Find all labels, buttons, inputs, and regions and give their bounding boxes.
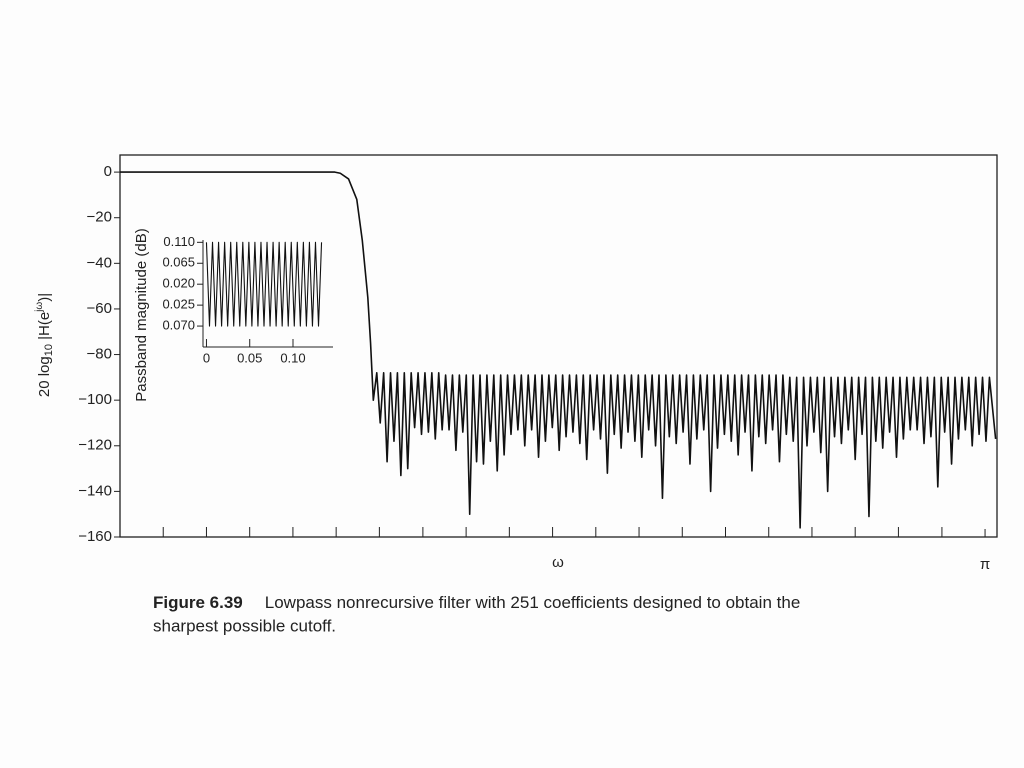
plot-frame bbox=[119, 154, 998, 538]
x-tick-label: 0.10 bbox=[280, 350, 305, 365]
y-tick-label: −100 bbox=[78, 391, 112, 408]
y-tick-label: −160 bbox=[78, 528, 112, 545]
y-tick-label: 0.070 bbox=[162, 318, 195, 333]
caption-text: Lowpass nonrecursive filter with 251 coe… bbox=[265, 593, 801, 612]
ylabel-sub: 10 bbox=[43, 344, 55, 356]
y-tick-label: −140 bbox=[78, 482, 112, 499]
ylabel-sup: jω bbox=[34, 302, 45, 313]
caption-line: Figure 6.39 Lowpass nonrecursive filter w… bbox=[153, 593, 800, 612]
x-tick-label: 0 bbox=[203, 350, 210, 365]
y-tick-label: 0.065 bbox=[162, 255, 195, 270]
y-tick-label: −20 bbox=[87, 209, 112, 226]
data-line bbox=[205, 241, 323, 327]
y-tick-label: −120 bbox=[78, 437, 112, 454]
y-tick-label: −80 bbox=[87, 346, 112, 363]
data-line bbox=[120, 171, 997, 529]
caption-number: Figure 6.39 bbox=[153, 593, 243, 612]
y-tick-label: 0.025 bbox=[162, 297, 195, 312]
x-tick-label: 0.05 bbox=[237, 350, 262, 365]
inset-y-label: Passband magnitude (dB) bbox=[133, 228, 150, 401]
y-tick-label: 0.110 bbox=[163, 234, 195, 249]
y-tick-label: 0 bbox=[104, 163, 112, 180]
y-tick-label: −60 bbox=[87, 300, 112, 317]
caption-text: sharpest possible cutoff. bbox=[153, 616, 336, 635]
x-axis-label: ω bbox=[552, 554, 564, 571]
y-tick-label: −40 bbox=[87, 254, 112, 271]
y-tick-label: 0.020 bbox=[162, 276, 195, 291]
x-tick-label: π bbox=[980, 556, 990, 573]
ylabel-part: 20 log bbox=[36, 356, 53, 397]
y-axis-label: 20 log10 |H(ejω)| bbox=[34, 293, 55, 397]
ylabel-part: )| bbox=[36, 293, 53, 302]
ylabel-part: |H(e bbox=[36, 312, 53, 344]
